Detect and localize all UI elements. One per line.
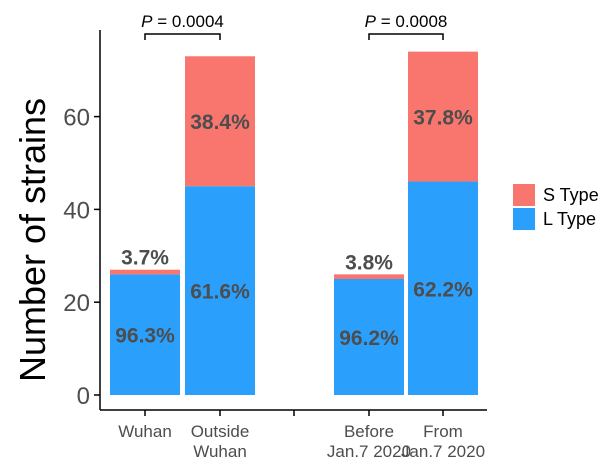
x-tick-label: From Jan.7 2020	[401, 422, 485, 461]
y-tick-label: 60	[63, 105, 90, 132]
bars-layer	[110, 51, 478, 395]
bar-s-type-1	[185, 56, 255, 187]
data-label-2-0: 96.2%	[339, 327, 399, 350]
y-axis-title: Number of strains	[12, 98, 53, 382]
significance-bracket	[144, 33, 221, 40]
x-tick-label: Wuhan	[118, 422, 172, 441]
data-label-0-0: 96.3%	[115, 325, 175, 348]
bar-labels-layer: 96.3% 3.7% 61.6% 38.4% 96.2% 3.8% 62.2% 37.8%	[115, 107, 473, 350]
x-tick-label: Outside Wuhan	[191, 422, 250, 461]
y-tick-label: 20	[63, 290, 90, 317]
axes-layer: 0 20 40 60 Wuhan Outside Wuhan Before Jan.7 2020…	[63, 30, 487, 461]
p-value-label: P = 0.0004	[141, 12, 224, 31]
bar-s-type-0	[110, 269, 180, 275]
legend: S Type L Type	[513, 184, 599, 230]
legend-label-s-type: S Type	[543, 185, 599, 205]
bar-l-type-1	[185, 186, 255, 395]
bar-s-type-2	[334, 274, 404, 279]
y-tick-label: 0	[77, 383, 90, 410]
bar-s-type-3	[408, 51, 478, 182]
significance-annotations: P = 0.0004 P = 0.0008	[141, 12, 447, 40]
data-label-2-1: 3.8%	[345, 251, 393, 274]
p-value-label: P = 0.0008	[365, 12, 448, 31]
data-label-3-0: 62.2%	[413, 278, 473, 301]
legend-swatch-s-type	[513, 184, 535, 206]
legend-swatch-l-type	[513, 208, 535, 230]
data-label-1-0: 61.6%	[190, 281, 250, 304]
x-tick-label: Before Jan.7 2020	[327, 422, 411, 461]
data-label-1-1: 38.4%	[190, 111, 250, 134]
y-tick-label: 40	[63, 197, 90, 224]
significance-bracket	[368, 33, 444, 40]
bar-l-type-2	[334, 279, 404, 395]
legend-label-l-type: L Type	[543, 209, 596, 229]
data-label-0-1: 3.7%	[121, 247, 169, 270]
bar-l-type-3	[408, 181, 478, 395]
data-label-3-1: 37.8%	[413, 107, 473, 130]
bar-l-type-0	[110, 274, 180, 395]
